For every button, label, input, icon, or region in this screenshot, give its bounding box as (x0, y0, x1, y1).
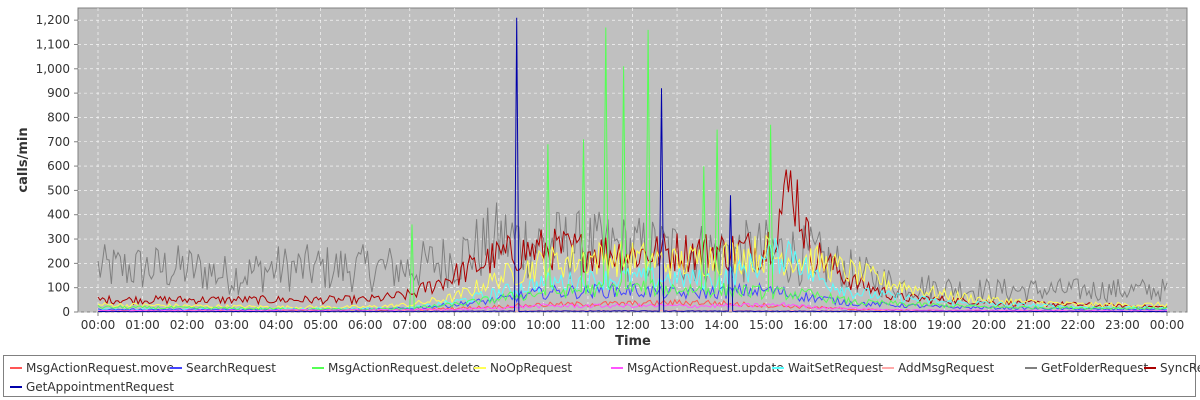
legend-item: SearchRequest (170, 361, 276, 375)
x-tick-label: 17:00 (838, 318, 873, 332)
x-tick-label: 07:00 (392, 318, 427, 332)
legend-label: GetFolderRequest (1041, 361, 1149, 375)
series-layer (97, 17, 1168, 313)
x-tick-label: 19:00 (927, 318, 962, 332)
y-tick-label: 600 (47, 159, 70, 173)
x-tick-label: 03:00 (214, 318, 249, 332)
y-tick-label: 0 (62, 305, 70, 319)
x-tick-label: 00:00 (1150, 318, 1185, 332)
series-line (97, 202, 1168, 304)
x-tick-label: 18:00 (882, 318, 917, 332)
legend: MsgActionRequest.move SearchRequest MsgAct… (3, 355, 1200, 397)
legend-item: GetFolderRequest (1025, 361, 1148, 375)
x-tick-label: 14:00 (704, 318, 739, 332)
legend-item: SyncRequest (1144, 361, 1200, 375)
x-tick-label: 01:00 (125, 318, 160, 332)
legend-label: NoOpRequest (490, 361, 573, 375)
x-tick-label: 15:00 (749, 318, 784, 332)
x-axis: 00:00 01:00 02:00 03:00 04:00 05:00 06:00 07:00… (81, 312, 1185, 332)
x-tick-label: 08:00 (437, 318, 472, 332)
x-tick-label: 23:00 (1105, 318, 1140, 332)
legend-swatch (1144, 367, 1156, 369)
legend-label: SyncRequest (1160, 361, 1200, 375)
legend-label: MsgActionRequest.delete (328, 361, 481, 375)
y-tick-label: 900 (47, 86, 70, 100)
series-line (97, 27, 1168, 311)
legend-swatch (1025, 367, 1037, 369)
legend-label: WaitSetRequest (788, 361, 883, 375)
x-tick-label: 00:00 (81, 318, 116, 332)
legend-label: GetAppointmentRequest (26, 380, 174, 394)
x-axis-label: Time (615, 334, 651, 349)
y-tick-label: 1,100 (36, 37, 70, 51)
y-axis: 0 100 200 300 400 500 600 700 800 900 1,000 1,100 1,… (36, 13, 78, 319)
series-line (97, 17, 1168, 313)
x-tick-label: 02:00 (170, 318, 205, 332)
y-axis-label: calls/min (16, 127, 31, 192)
y-tick-label: 700 (47, 135, 70, 149)
legend-label: MsgActionRequest.update (627, 361, 784, 375)
x-tick-label: 05:00 (303, 318, 338, 332)
legend-item: GetAppointmentRequest (10, 380, 174, 394)
y-tick-label: 200 (47, 256, 70, 270)
x-tick-label: 12:00 (615, 318, 650, 332)
y-tick-label: 100 (47, 281, 70, 295)
x-tick-label: 06:00 (348, 318, 383, 332)
x-tick-label: 13:00 (660, 318, 695, 332)
legend-swatch (882, 367, 894, 369)
legend-label: AddMsgRequest (898, 361, 995, 375)
legend-swatch (312, 367, 324, 369)
y-tick-label: 400 (47, 208, 70, 222)
legend-swatch (10, 386, 22, 388)
legend-swatch (170, 367, 182, 369)
legend-item: AddMsgRequest (882, 361, 994, 375)
x-tick-label: 09:00 (482, 318, 517, 332)
legend-item: MsgActionRequest.update (611, 361, 784, 375)
x-tick-label: 16:00 (793, 318, 828, 332)
legend-swatch (611, 367, 623, 369)
y-tick-label: 500 (47, 183, 70, 197)
legend-swatch (474, 367, 486, 369)
legend-swatch (10, 367, 22, 369)
x-tick-label: 22:00 (1061, 318, 1096, 332)
x-tick-label: 21:00 (1016, 318, 1051, 332)
y-tick-label: 1,000 (36, 62, 70, 76)
legend-swatch (772, 367, 784, 369)
legend-item: NoOpRequest (474, 361, 572, 375)
x-tick-label: 04:00 (259, 318, 294, 332)
y-tick-label: 800 (47, 110, 70, 124)
legend-item: WaitSetRequest (772, 361, 883, 375)
legend-item: MsgActionRequest.delete (312, 361, 480, 375)
x-tick-label: 20:00 (972, 318, 1007, 332)
legend-label: MsgActionRequest.move (26, 361, 174, 375)
legend-label: SearchRequest (186, 361, 276, 375)
legend-item: MsgActionRequest.move (10, 361, 174, 375)
y-tick-label: 1,200 (36, 13, 70, 27)
x-tick-label: 10:00 (526, 318, 561, 332)
y-tick-label: 300 (47, 232, 70, 246)
x-tick-label: 11:00 (571, 318, 606, 332)
